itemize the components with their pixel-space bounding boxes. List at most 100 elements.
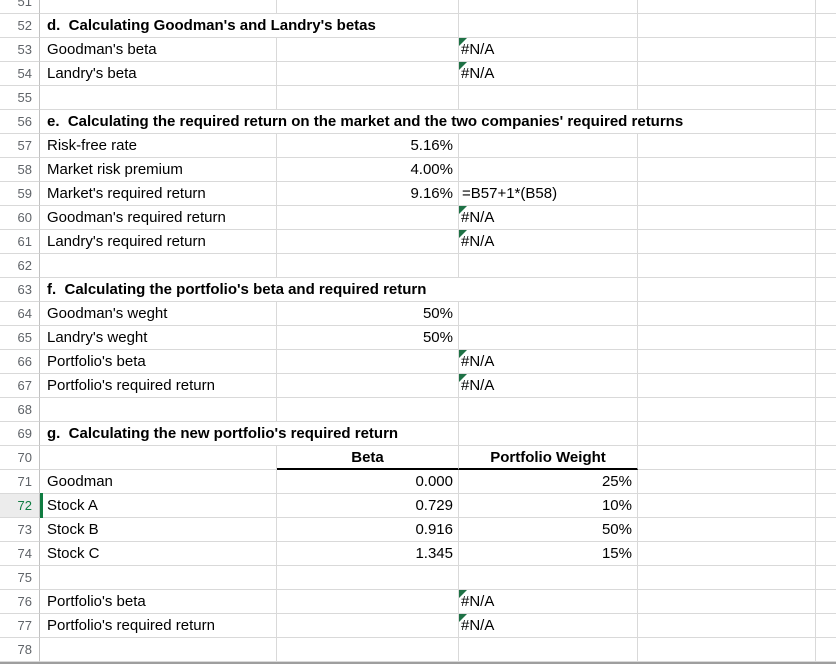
row-header-74[interactable]: 74 xyxy=(0,542,40,566)
row-header-70[interactable]: 70 xyxy=(0,446,40,470)
row-header-58[interactable]: 58 xyxy=(0,158,40,182)
cell-D64[interactable] xyxy=(638,302,816,326)
cell-E76[interactable] xyxy=(816,590,836,614)
cell-B57[interactable]: 5.16% xyxy=(277,134,459,158)
cell-D61[interactable] xyxy=(638,230,816,254)
cell-C51[interactable] xyxy=(459,0,638,14)
cell-C66[interactable]: #N/A xyxy=(459,350,638,374)
cell-A67[interactable]: Portfolio's required return xyxy=(40,374,277,398)
cell-E78[interactable] xyxy=(816,638,836,662)
cell-B67[interactable] xyxy=(277,374,459,398)
section-header-69[interactable]: g. Calculating the new portfolio's requi… xyxy=(40,422,459,446)
cell-D65[interactable] xyxy=(638,326,816,350)
cell-E55[interactable] xyxy=(816,86,836,110)
cell-E61[interactable] xyxy=(816,230,836,254)
cell-E53[interactable] xyxy=(816,38,836,62)
row-header-60[interactable]: 60 xyxy=(0,206,40,230)
cell-E69[interactable] xyxy=(816,422,836,446)
cell-A76[interactable]: Portfolio's beta xyxy=(40,590,277,614)
row-header-65[interactable]: 65 xyxy=(0,326,40,350)
cell-A55[interactable] xyxy=(40,86,277,110)
cell-E71[interactable] xyxy=(816,470,836,494)
cell-E70[interactable] xyxy=(816,446,836,470)
row-header-57[interactable]: 57 xyxy=(0,134,40,158)
cell-E68[interactable] xyxy=(816,398,836,422)
cell-B72[interactable]: 0.729 xyxy=(277,494,459,518)
cell-C70[interactable]: Portfolio Weight xyxy=(459,446,638,470)
cell-E75[interactable] xyxy=(816,566,836,590)
cell-A68[interactable] xyxy=(40,398,277,422)
cell-E56[interactable] xyxy=(816,110,836,134)
cell-A71[interactable]: Goodman xyxy=(40,470,277,494)
cell-E63[interactable] xyxy=(816,278,836,302)
cell-B65[interactable]: 50% xyxy=(277,326,459,350)
row-header-77[interactable]: 77 xyxy=(0,614,40,638)
cell-C55[interactable] xyxy=(459,86,638,110)
cell-A59[interactable]: Market's required return xyxy=(40,182,277,206)
cell-D69[interactable] xyxy=(638,422,816,446)
cell-C54[interactable]: #N/A xyxy=(459,62,638,86)
cell-D62[interactable] xyxy=(638,254,816,278)
cell-A60[interactable]: Goodman's required return xyxy=(40,206,277,230)
cell-A70[interactable] xyxy=(40,446,277,470)
cell-C68[interactable] xyxy=(459,398,638,422)
cell-E77[interactable] xyxy=(816,614,836,638)
cell-C73[interactable]: 50% xyxy=(459,518,638,542)
cell-A66[interactable]: Portfolio's beta xyxy=(40,350,277,374)
cell-D59[interactable] xyxy=(638,182,816,206)
cell-E57[interactable] xyxy=(816,134,836,158)
cell-B66[interactable] xyxy=(277,350,459,374)
row-header-52[interactable]: 52 xyxy=(0,14,40,38)
cell-C64[interactable] xyxy=(459,302,638,326)
cell-E67[interactable] xyxy=(816,374,836,398)
cell-B71[interactable]: 0.000 xyxy=(277,470,459,494)
cell-C71[interactable]: 25% xyxy=(459,470,638,494)
row-header-55[interactable]: 55 xyxy=(0,86,40,110)
cell-C69[interactable] xyxy=(459,422,638,446)
cell-B70[interactable]: Beta xyxy=(277,446,459,470)
row-header-71[interactable]: 71 xyxy=(0,470,40,494)
row-header-66[interactable]: 66 xyxy=(0,350,40,374)
cell-A78[interactable] xyxy=(40,638,277,662)
cell-C65[interactable] xyxy=(459,326,638,350)
cell-A61[interactable]: Landry's required return xyxy=(40,230,277,254)
row-header-68[interactable]: 68 xyxy=(0,398,40,422)
cell-D75[interactable] xyxy=(638,566,816,590)
cell-D58[interactable] xyxy=(638,158,816,182)
row-header-75[interactable]: 75 xyxy=(0,566,40,590)
cell-E59[interactable] xyxy=(816,182,836,206)
cell-D67[interactable] xyxy=(638,374,816,398)
cell-D73[interactable] xyxy=(638,518,816,542)
cell-E62[interactable] xyxy=(816,254,836,278)
cell-A75[interactable] xyxy=(40,566,277,590)
cell-A72[interactable]: Stock A xyxy=(40,494,277,518)
cell-B61[interactable] xyxy=(277,230,459,254)
cell-C52[interactable] xyxy=(459,14,638,38)
cell-A51[interactable] xyxy=(40,0,277,14)
cell-B64[interactable]: 50% xyxy=(277,302,459,326)
row-header-62[interactable]: 62 xyxy=(0,254,40,278)
cell-B74[interactable]: 1.345 xyxy=(277,542,459,566)
cell-B78[interactable] xyxy=(277,638,459,662)
cell-C67[interactable]: #N/A xyxy=(459,374,638,398)
cell-B53[interactable] xyxy=(277,38,459,62)
cell-E72[interactable] xyxy=(816,494,836,518)
cell-A58[interactable]: Market risk premium xyxy=(40,158,277,182)
cell-D54[interactable] xyxy=(638,62,816,86)
cell-A57[interactable]: Risk-free rate xyxy=(40,134,277,158)
cell-C77[interactable]: #N/A xyxy=(459,614,638,638)
cell-C53[interactable]: #N/A xyxy=(459,38,638,62)
cell-A65[interactable]: Landry's weght xyxy=(40,326,277,350)
cell-B75[interactable] xyxy=(277,566,459,590)
cell-E74[interactable] xyxy=(816,542,836,566)
cell-E60[interactable] xyxy=(816,206,836,230)
cell-D52[interactable] xyxy=(638,14,816,38)
cell-D71[interactable] xyxy=(638,470,816,494)
cell-C72[interactable]: 10% xyxy=(459,494,638,518)
cell-D77[interactable] xyxy=(638,614,816,638)
cell-C76[interactable]: #N/A xyxy=(459,590,638,614)
cell-D51[interactable] xyxy=(638,0,816,14)
cell-B76[interactable] xyxy=(277,590,459,614)
row-header-76[interactable]: 76 xyxy=(0,590,40,614)
cell-C78[interactable] xyxy=(459,638,638,662)
